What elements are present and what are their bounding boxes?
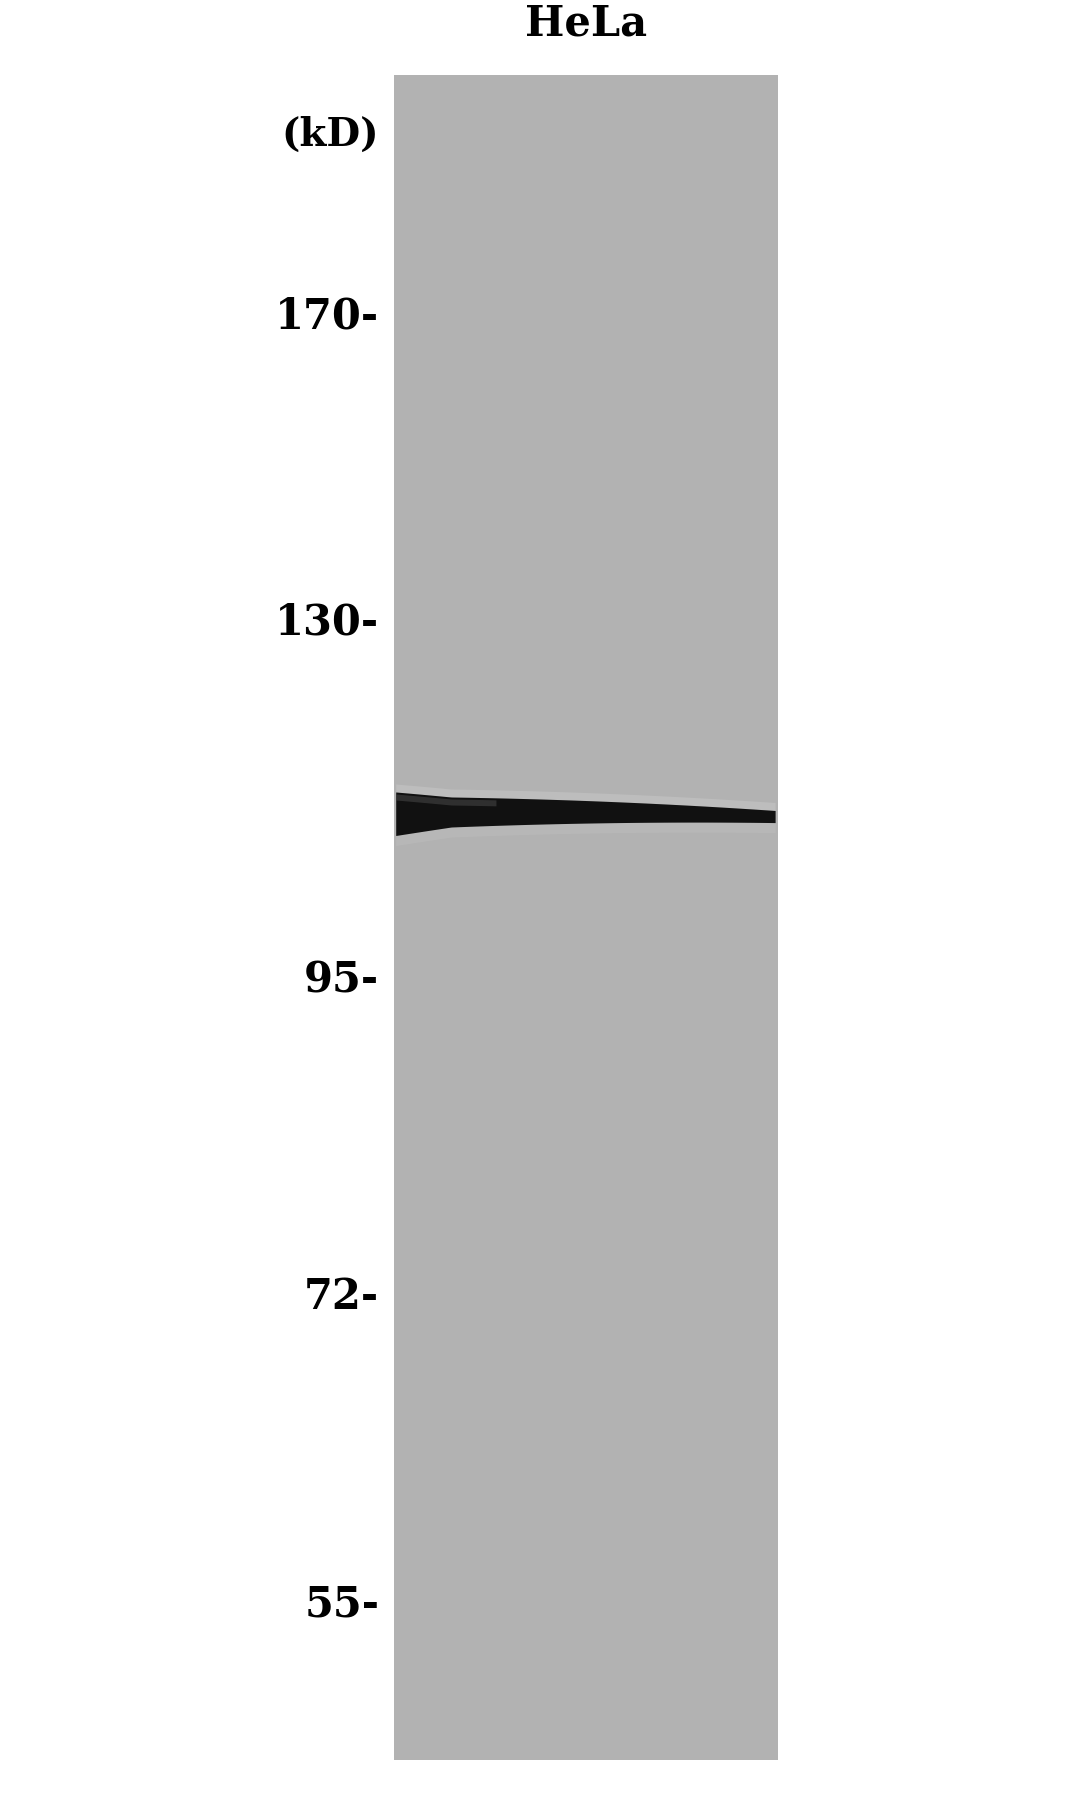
Polygon shape (396, 785, 775, 810)
Polygon shape (396, 792, 775, 836)
Text: 170-: 170- (275, 295, 379, 336)
Text: HeLa: HeLa (525, 4, 647, 45)
Bar (394, 74, 778, 1760)
Text: 72-: 72- (305, 1275, 379, 1319)
Text: 95-: 95- (305, 959, 379, 1002)
Text: (kD): (kD) (282, 116, 379, 154)
Polygon shape (396, 823, 775, 847)
Text: 130-: 130- (275, 602, 379, 644)
Text: 55-: 55- (305, 1583, 379, 1626)
Polygon shape (396, 794, 497, 807)
